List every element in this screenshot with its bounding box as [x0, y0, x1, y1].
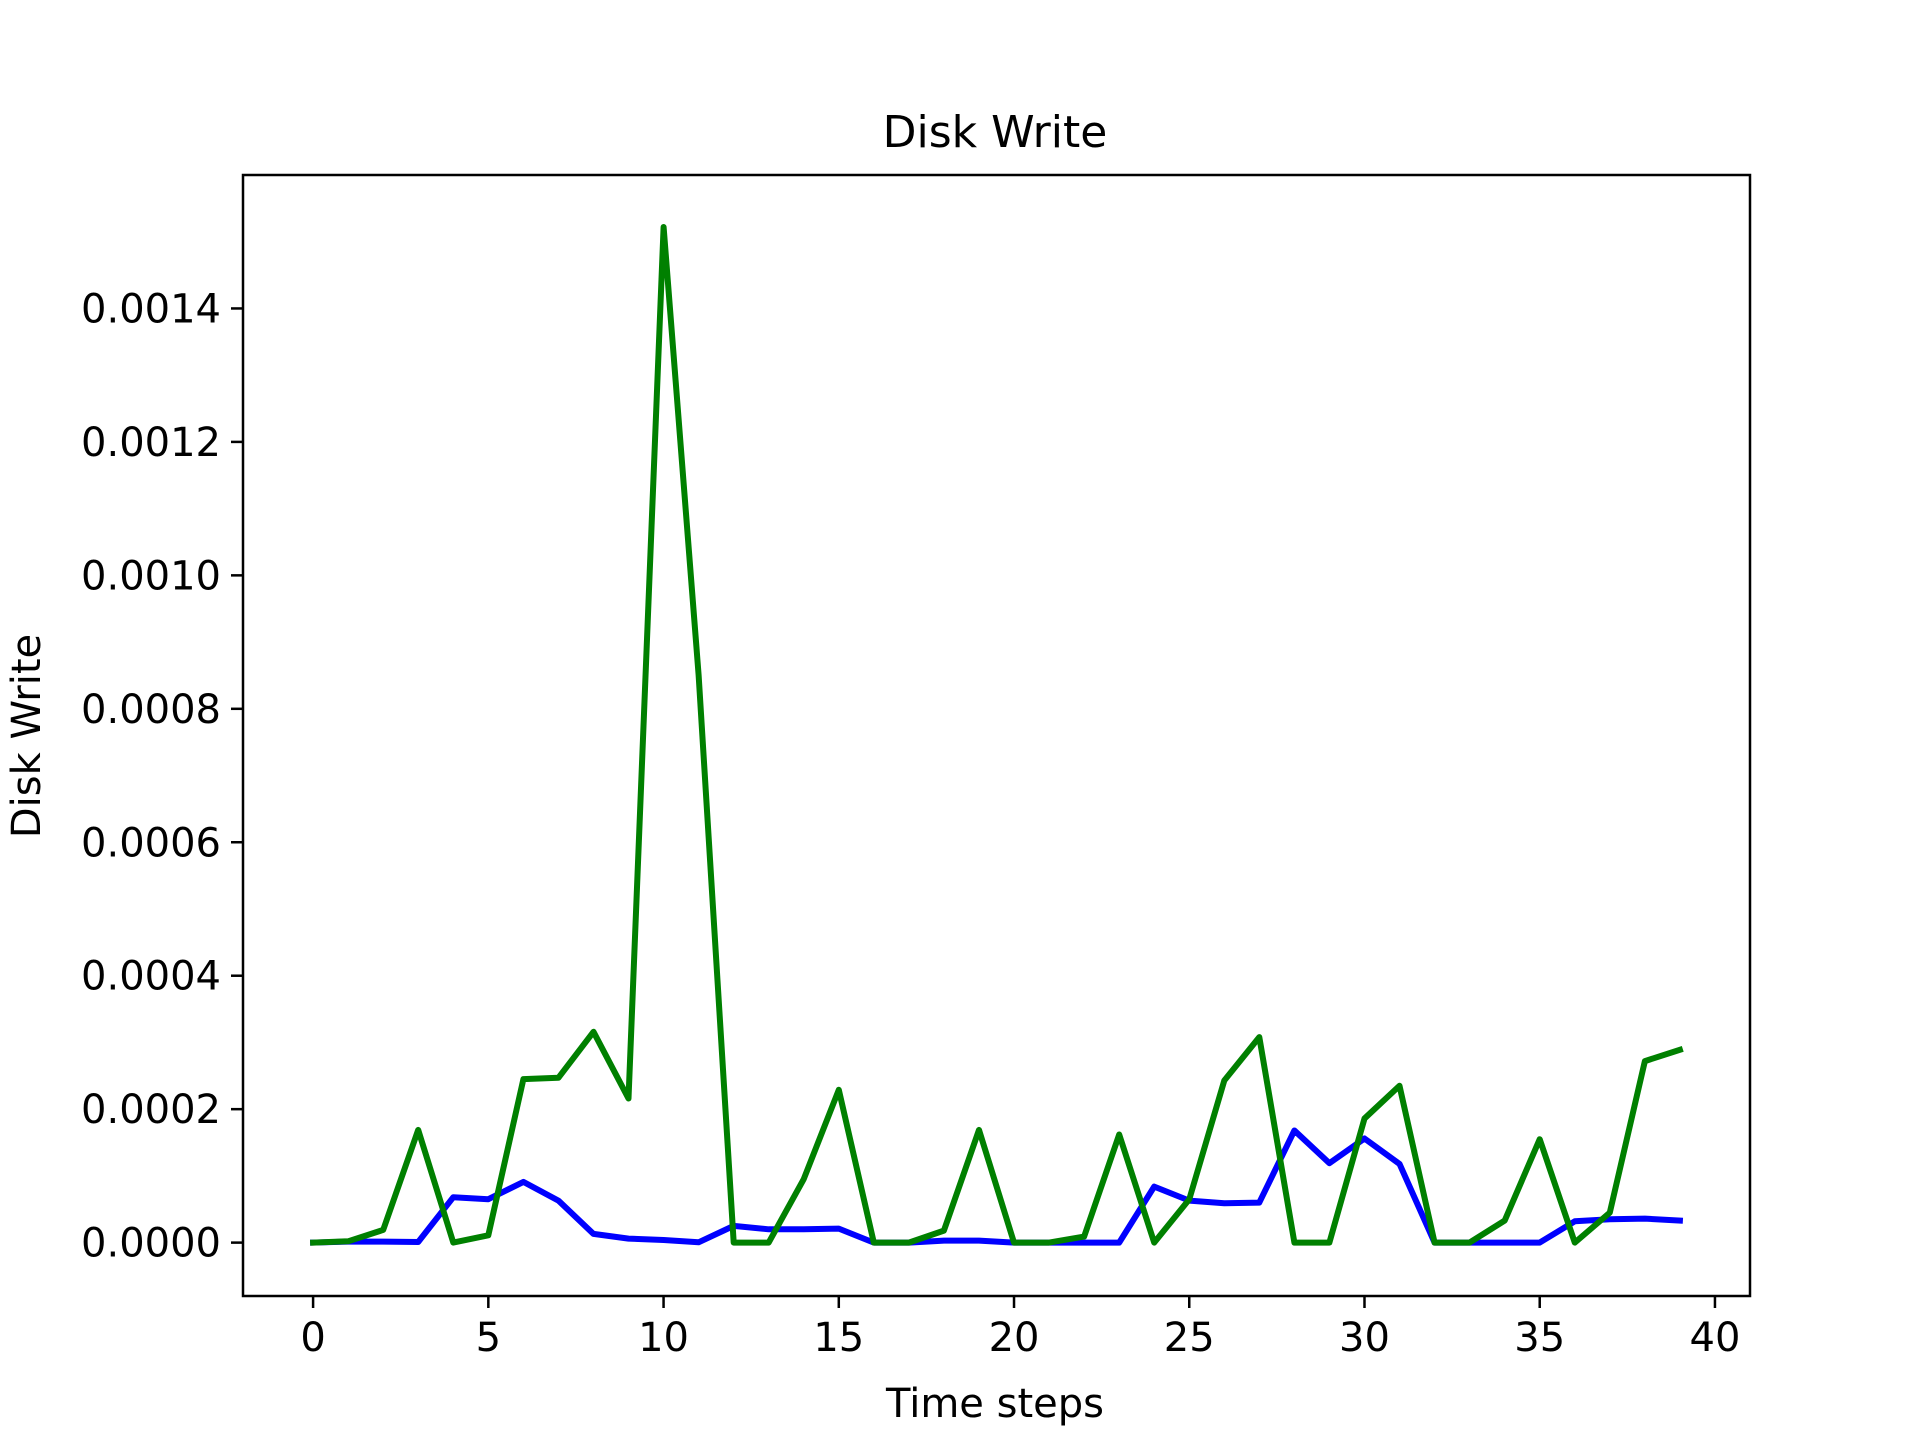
y-tick-label: 0.0014	[81, 286, 221, 332]
series-line-2	[309, 224, 1684, 1246]
series-layer	[309, 224, 1684, 1246]
y-axis-label: Disk Write	[4, 634, 50, 838]
y-tick-label: 0.0012	[81, 420, 221, 466]
x-axis-ticks: 0 5 10 15 20 25 30 35 40	[300, 1296, 1740, 1361]
y-axis-ticks: 0.0000 0.0002 0.0004 0.0006 0.0008 0.0010 0.00…	[81, 286, 243, 1267]
x-tick-label: 5	[476, 1315, 501, 1361]
x-tick-label: 15	[813, 1315, 864, 1361]
x-tick-label: 10	[638, 1315, 689, 1361]
y-tick-label: 0.0006	[81, 820, 221, 866]
x-tick-label: 25	[1164, 1315, 1215, 1361]
x-axis-label: Time steps	[885, 1381, 1104, 1427]
plot-frame	[241, 173, 1752, 1298]
y-tick-label: 0.0010	[81, 553, 221, 599]
x-tick-label: 0	[300, 1315, 325, 1361]
y-tick-label: 0.0004	[81, 954, 221, 1000]
x-tick-label: 30	[1339, 1315, 1390, 1361]
y-tick-label: 0.0008	[81, 687, 221, 733]
x-tick-label: 20	[989, 1315, 1040, 1361]
chart-title: Disk Write	[883, 107, 1108, 158]
x-tick-label: 40	[1690, 1315, 1741, 1361]
y-tick-label: 0.0002	[81, 1087, 221, 1133]
x-tick-label: 35	[1514, 1315, 1565, 1361]
y-tick-label: 0.0000	[81, 1221, 221, 1267]
